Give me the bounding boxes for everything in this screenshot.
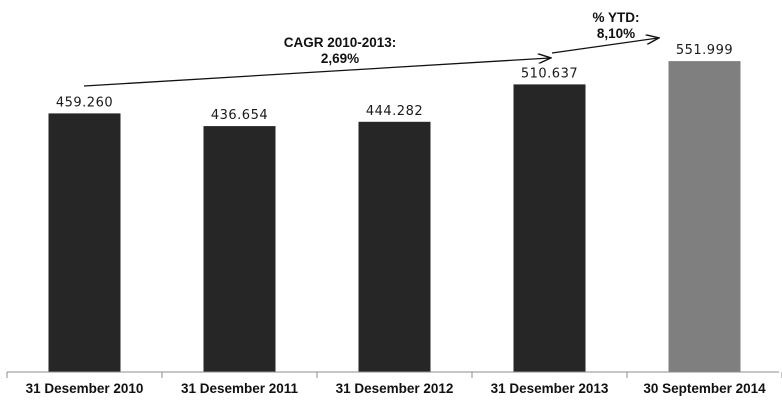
bar-2 xyxy=(203,126,276,372)
value-label-2: 436.654 xyxy=(211,108,268,123)
bars-layer xyxy=(48,61,741,373)
category-label-2: 31 Desember 2011 xyxy=(181,381,299,396)
annotations-layer: CAGR 2010-2013:2,69% % YTD:8,10% xyxy=(83,10,658,87)
category-labels-layer: 31 Desember 2010 31 Desember 2011 31 Desem… xyxy=(26,381,767,396)
value-label-3: 444.282 xyxy=(366,104,423,119)
category-label-5: 30 September 2014 xyxy=(643,381,766,396)
bar-4 xyxy=(513,84,586,373)
value-labels-layer: 459.260 436.654 444.282 510.637 551.999 xyxy=(56,43,733,123)
value-label-5: 551.999 xyxy=(676,43,733,58)
value-label-4: 510.637 xyxy=(521,66,578,81)
cagr-annotation-line-2: 2,69% xyxy=(321,51,359,66)
ytd-annotation-line-2: 8,10% xyxy=(597,26,635,41)
ytd-arrow xyxy=(551,38,658,54)
category-label-4: 31 Desember 2013 xyxy=(491,381,609,396)
x-axis xyxy=(6,371,782,378)
value-label-1: 459.260 xyxy=(56,95,113,110)
cagr-annotation-line-1: CAGR 2010-2013: xyxy=(284,35,397,50)
cagr-arrow xyxy=(83,58,550,87)
bar-3 xyxy=(358,121,431,372)
category-label-3: 31 Desember 2012 xyxy=(336,381,454,396)
bar-1 xyxy=(48,113,121,373)
ytd-annotation-line-1: % YTD: xyxy=(592,10,639,25)
bar-5 xyxy=(668,61,741,372)
category-label-1: 31 Desember 2010 xyxy=(26,381,144,396)
